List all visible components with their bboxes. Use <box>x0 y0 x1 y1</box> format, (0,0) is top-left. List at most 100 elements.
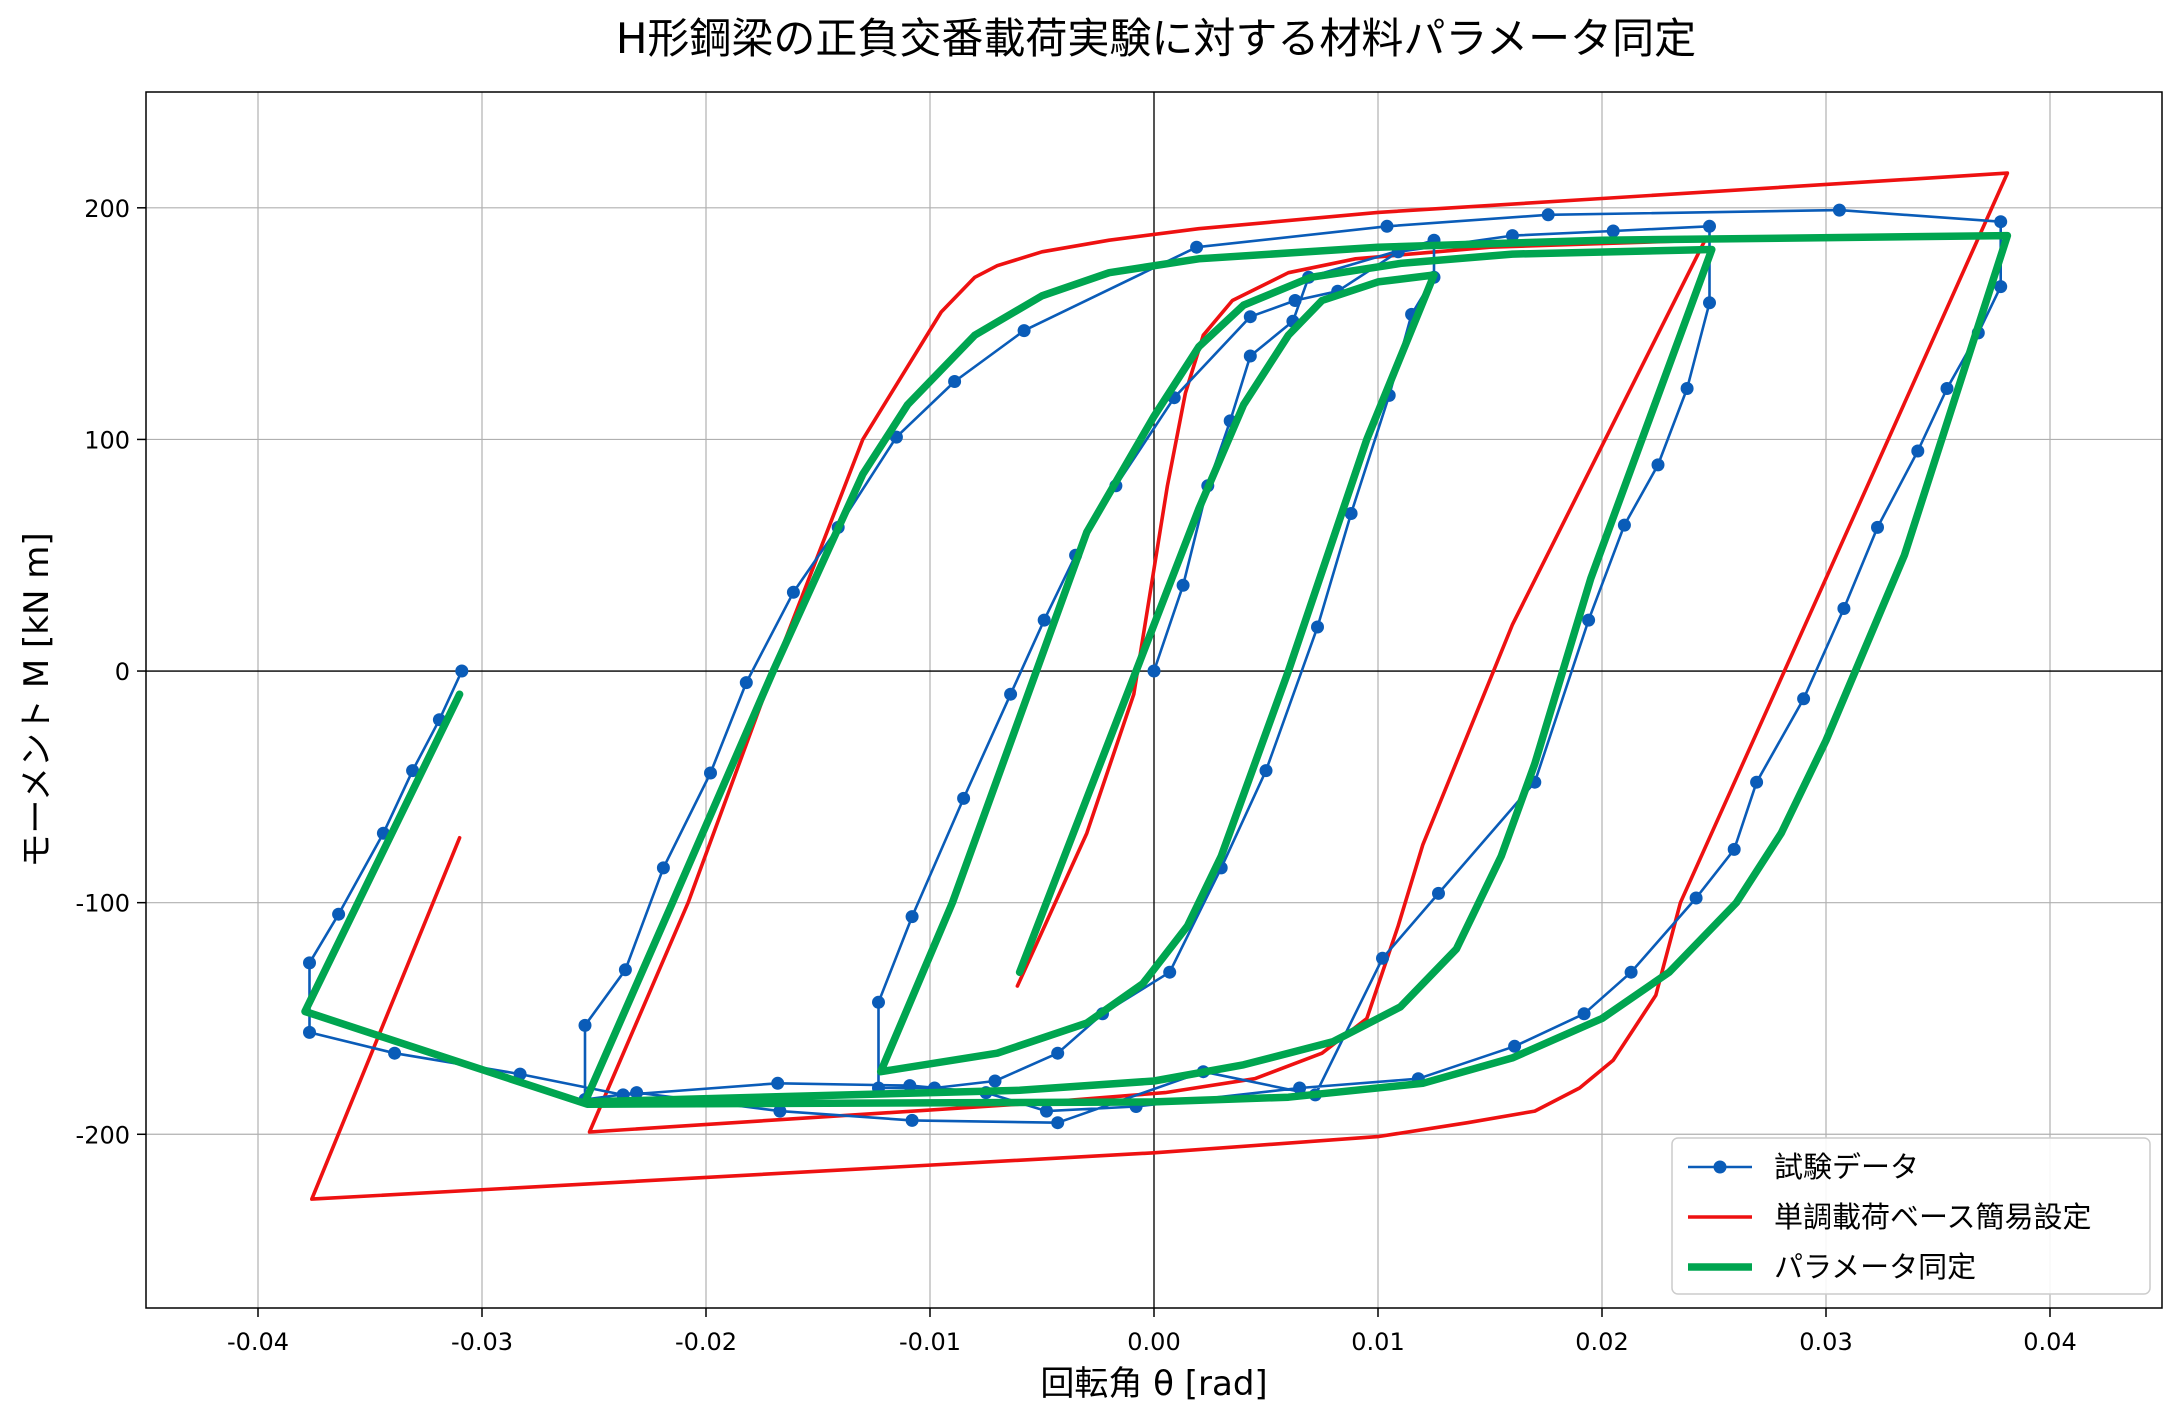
x-tick-label: 0.00 <box>1127 1328 1180 1356</box>
series-2 <box>310 171 2010 1201</box>
data-point <box>1017 324 1031 338</box>
plot-area <box>301 171 2012 1201</box>
data-point <box>1994 280 2008 294</box>
data-point <box>1040 1104 1053 1118</box>
chart-title: H形鋼梁の正負交番載荷実験に対する材料パラメータ同定 <box>616 14 1696 63</box>
data-point <box>303 1025 316 1039</box>
data-point <box>1004 687 1018 701</box>
legend-box <box>1671 1137 2151 1295</box>
data-point <box>1994 215 2008 229</box>
data-point <box>303 956 316 970</box>
legend-marker <box>1713 1160 1727 1174</box>
data-point <box>988 1074 1002 1088</box>
x-tick-label: -0.01 <box>899 1328 961 1356</box>
data-point <box>656 861 670 875</box>
data-point <box>1190 240 1204 254</box>
legend-label: パラメータ同定 <box>1774 1250 1976 1284</box>
x-axis-title: 回転角 θ [rad] <box>1040 1364 1267 1404</box>
data-point <box>1243 349 1257 363</box>
data-point <box>1750 775 1764 789</box>
data-point <box>1680 382 1694 395</box>
series-1 <box>303 203 2008 1130</box>
data-point <box>1541 208 1555 222</box>
data-point <box>957 791 971 805</box>
y-axis-ticks: -200 -100 0 100 200 <box>76 195 146 1149</box>
legend-item: 試験データ <box>1688 1150 1919 1184</box>
data-point <box>872 995 885 1009</box>
x-tick-label: -0.03 <box>451 1328 513 1356</box>
legend-item: パラメータ同定 <box>1688 1250 1976 1284</box>
data-point <box>1508 1039 1522 1053</box>
data-point <box>1940 382 1954 395</box>
data-point <box>1837 602 1851 615</box>
legend-label: 単調載荷ベース簡易設定 <box>1774 1200 2092 1234</box>
series-line <box>301 231 2012 1108</box>
x-tick-label: 0.04 <box>2023 1328 2076 1356</box>
x-axis-ticks: -0.04 -0.03 -0.02 -0.01 0.00 0.01 0.02 0.03 0.04 <box>227 1308 2077 1356</box>
data-point <box>455 664 469 678</box>
data-point <box>388 1046 402 1060</box>
data-point <box>1051 1046 1065 1060</box>
data-point <box>1311 620 1324 634</box>
data-point <box>1505 229 1519 243</box>
data-point <box>1577 1007 1591 1021</box>
data-point <box>903 1079 917 1093</box>
data-point <box>1689 891 1703 905</box>
y-axis-title: モーメント M [kN m] <box>17 532 57 867</box>
data-point <box>1037 613 1051 627</box>
y-tick-label: 200 <box>84 195 130 223</box>
data-point <box>332 907 346 921</box>
data-point <box>1703 296 1716 310</box>
data-point <box>1243 310 1257 324</box>
data-point <box>905 910 919 924</box>
x-tick-label: -0.04 <box>227 1328 289 1356</box>
x-tick-label: 0.01 <box>1351 1328 1404 1356</box>
data-point <box>1727 842 1741 856</box>
data-point <box>1624 965 1638 979</box>
legend-item: 単調載荷ベース簡易設定 <box>1688 1200 2092 1234</box>
data-point <box>771 1076 785 1090</box>
data-point <box>578 1018 592 1032</box>
data-point <box>1376 951 1389 965</box>
data-point <box>704 766 717 780</box>
x-tick-label: 0.02 <box>1575 1328 1628 1356</box>
data-point <box>1293 1081 1307 1095</box>
x-tick-label: -0.02 <box>675 1328 737 1356</box>
y-tick-label: 0 <box>115 658 130 686</box>
data-point <box>1163 965 1177 979</box>
data-point <box>1606 224 1620 238</box>
data-point <box>905 1113 919 1127</box>
data-point <box>1147 664 1161 678</box>
data-point <box>1871 520 1884 534</box>
data-point <box>618 963 632 977</box>
y-tick-label: 100 <box>84 426 130 454</box>
y-tick-label: -100 <box>76 890 130 918</box>
data-point <box>739 676 753 690</box>
data-point <box>1259 764 1273 778</box>
data-point <box>786 585 800 599</box>
data-point <box>1432 886 1445 900</box>
data-point <box>773 1104 787 1118</box>
data-point <box>1051 1116 1065 1130</box>
y-tick-label: -200 <box>76 1121 130 1149</box>
data-point <box>630 1086 644 1100</box>
data-point <box>1703 219 1716 233</box>
data-point <box>1176 578 1190 592</box>
data-point <box>1832 203 1846 217</box>
data-point <box>1911 444 1925 458</box>
data-point <box>1344 507 1358 520</box>
data-point <box>406 764 420 778</box>
data-point <box>1797 692 1811 706</box>
data-point <box>948 375 962 388</box>
data-point <box>1582 613 1596 627</box>
legend-label: 試験データ <box>1774 1150 1919 1184</box>
x-tick-label: 0.03 <box>1799 1328 1852 1356</box>
series-line <box>310 171 2010 1201</box>
series-3 <box>301 231 2012 1108</box>
data-point <box>1617 518 1631 532</box>
data-point <box>1288 294 1302 307</box>
data-point <box>1651 458 1665 472</box>
data-point <box>1380 219 1394 233</box>
